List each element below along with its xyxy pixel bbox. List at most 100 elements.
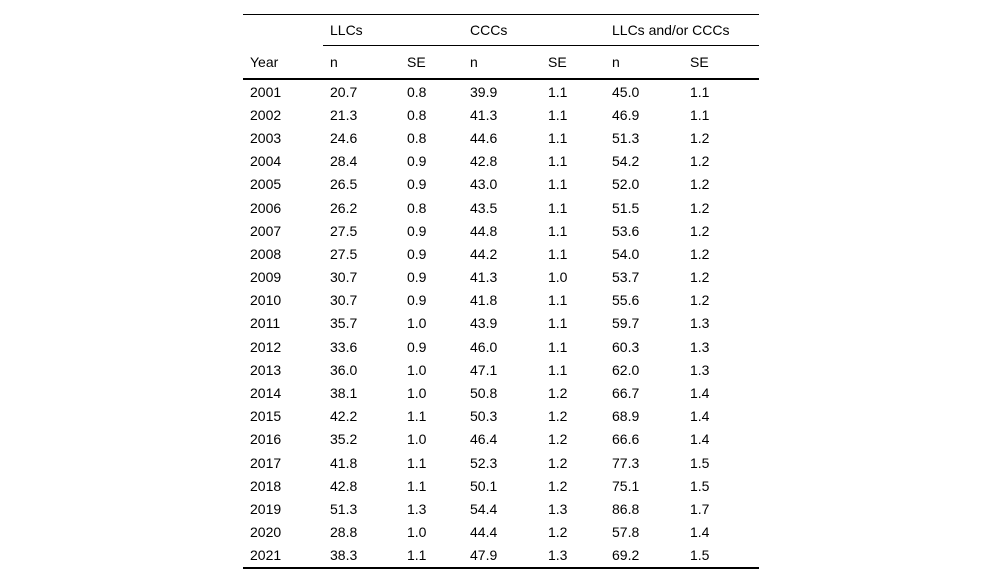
value-cell: 44.2 [470, 245, 498, 262]
value-cell: 52.3 [470, 454, 498, 471]
value-cell: 28.4 [330, 153, 358, 170]
value-cell: 1.1 [548, 338, 568, 355]
value-cell: 44.8 [470, 222, 498, 239]
value-cell: 50.3 [470, 408, 498, 425]
table-row: 2002 21.3 0.8 41.3 1.1 46.9 1.1 [243, 103, 759, 126]
table-row: 2004 28.4 0.9 42.8 1.1 54.2 1.2 [243, 150, 759, 173]
value-cell: 66.7 [612, 385, 640, 402]
value-cell: 1.3 [407, 500, 427, 517]
value-cell: 30.7 [330, 269, 358, 286]
year-cell: 2002 [250, 106, 282, 123]
value-cell: 35.2 [330, 431, 358, 448]
value-cell: 66.6 [612, 431, 640, 448]
value-cell: 20.7 [330, 83, 358, 100]
value-cell: 28.8 [330, 524, 358, 541]
value-cell: 1.1 [548, 129, 568, 146]
value-cell: 1.2 [690, 222, 710, 239]
value-cell: 1.1 [690, 106, 710, 123]
group-header-llcs-or-cccs: LLCs and/or CCCs [605, 14, 759, 46]
table-row: 2013 36.0 1.0 47.1 1.1 62.0 1.3 [243, 358, 759, 381]
value-cell: 39.9 [470, 83, 498, 100]
value-cell: 1.2 [548, 385, 568, 402]
year-cell: 2018 [250, 477, 282, 494]
value-cell: 1.2 [548, 524, 568, 541]
value-cell: 0.9 [407, 153, 427, 170]
value-cell: 0.9 [407, 176, 427, 193]
column-header-year: Year [243, 45, 323, 80]
value-cell: 33.6 [330, 338, 358, 355]
year-cell: 2003 [250, 129, 282, 146]
value-cell: 42.8 [470, 153, 498, 170]
value-cell: 46.4 [470, 431, 498, 448]
column-header-n-llcs: n [323, 45, 400, 80]
table-body: 2001 20.7 0.8 39.9 1.1 45.0 1.1 2002 21.3 0.8 41.3… [243, 79, 759, 568]
year-cell: 2004 [250, 153, 282, 170]
table-row: 2012 33.6 0.9 46.0 1.1 60.3 1.3 [243, 335, 759, 358]
group-header-cccs: CCCs [463, 14, 605, 46]
year-cell: 2008 [250, 245, 282, 262]
value-cell: 51.3 [612, 129, 640, 146]
value-cell: 1.0 [407, 361, 427, 378]
value-cell: 1.4 [690, 408, 710, 425]
value-cell: 1.2 [690, 292, 710, 309]
value-cell: 0.9 [407, 222, 427, 239]
value-cell: 1.2 [690, 269, 710, 286]
column-header-n-combined: n [605, 45, 683, 80]
value-cell: 1.4 [690, 385, 710, 402]
value-cell: 1.1 [407, 454, 427, 471]
year-cell: 2017 [250, 454, 282, 471]
table-row: 2005 26.5 0.9 43.0 1.1 52.0 1.2 [243, 173, 759, 196]
value-cell: 1.3 [690, 338, 710, 355]
year-cell: 2012 [250, 338, 282, 355]
table-row: 2003 24.6 0.8 44.6 1.1 51.3 1.2 [243, 126, 759, 149]
column-header-se-combined: SE [683, 45, 759, 80]
value-cell: 0.9 [407, 245, 427, 262]
value-cell: 1.7 [690, 500, 710, 517]
value-cell: 1.1 [548, 361, 568, 378]
value-cell: 1.1 [407, 477, 427, 494]
year-cell: 2005 [250, 176, 282, 193]
table-row: 2009 30.7 0.9 41.3 1.0 53.7 1.2 [243, 266, 759, 289]
table-row: 2021 38.3 1.1 47.9 1.3 69.2 1.5 [243, 544, 759, 568]
value-cell: 41.3 [470, 106, 498, 123]
value-cell: 35.7 [330, 315, 358, 332]
value-cell: 1.1 [548, 83, 568, 100]
year-cell: 2020 [250, 524, 282, 541]
value-cell: 1.0 [407, 315, 427, 332]
column-header-n-cccs: n [463, 45, 541, 80]
value-cell: 53.6 [612, 222, 640, 239]
value-cell: 1.3 [690, 361, 710, 378]
table-row: 2001 20.7 0.8 39.9 1.1 45.0 1.1 [243, 79, 759, 103]
value-cell: 1.2 [548, 408, 568, 425]
table-row: 2019 51.3 1.3 54.4 1.3 86.8 1.7 [243, 497, 759, 520]
value-cell: 77.3 [612, 454, 640, 471]
value-cell: 1.5 [690, 547, 710, 564]
value-cell: 27.5 [330, 222, 358, 239]
table-header: LLCs CCCs LLCs and/or CCCs Year n SE n S… [243, 14, 759, 80]
value-cell: 1.2 [548, 431, 568, 448]
value-cell: 86.8 [612, 500, 640, 517]
value-cell: 1.1 [548, 315, 568, 332]
value-cell: 75.1 [612, 477, 640, 494]
value-cell: 43.9 [470, 315, 498, 332]
value-cell: 1.2 [548, 454, 568, 471]
value-cell: 41.8 [470, 292, 498, 309]
value-cell: 0.8 [407, 199, 427, 216]
value-cell: 51.5 [612, 199, 640, 216]
value-cell: 1.1 [548, 245, 568, 262]
value-cell: 1.1 [548, 222, 568, 239]
value-cell: 0.9 [407, 338, 427, 355]
value-cell: 1.1 [548, 176, 568, 193]
value-cell: 41.3 [470, 269, 498, 286]
value-cell: 44.4 [470, 524, 498, 541]
table-row: 2006 26.2 0.8 43.5 1.1 51.5 1.2 [243, 196, 759, 219]
value-cell: 50.1 [470, 477, 498, 494]
value-cell: 1.4 [690, 431, 710, 448]
value-cell: 1.0 [548, 269, 568, 286]
value-cell: 1.1 [407, 408, 427, 425]
value-cell: 1.2 [690, 245, 710, 262]
value-cell: 60.3 [612, 338, 640, 355]
table-row: 2017 41.8 1.1 52.3 1.2 77.3 1.5 [243, 451, 759, 474]
value-cell: 45.0 [612, 83, 640, 100]
year-cell: 2010 [250, 292, 282, 309]
